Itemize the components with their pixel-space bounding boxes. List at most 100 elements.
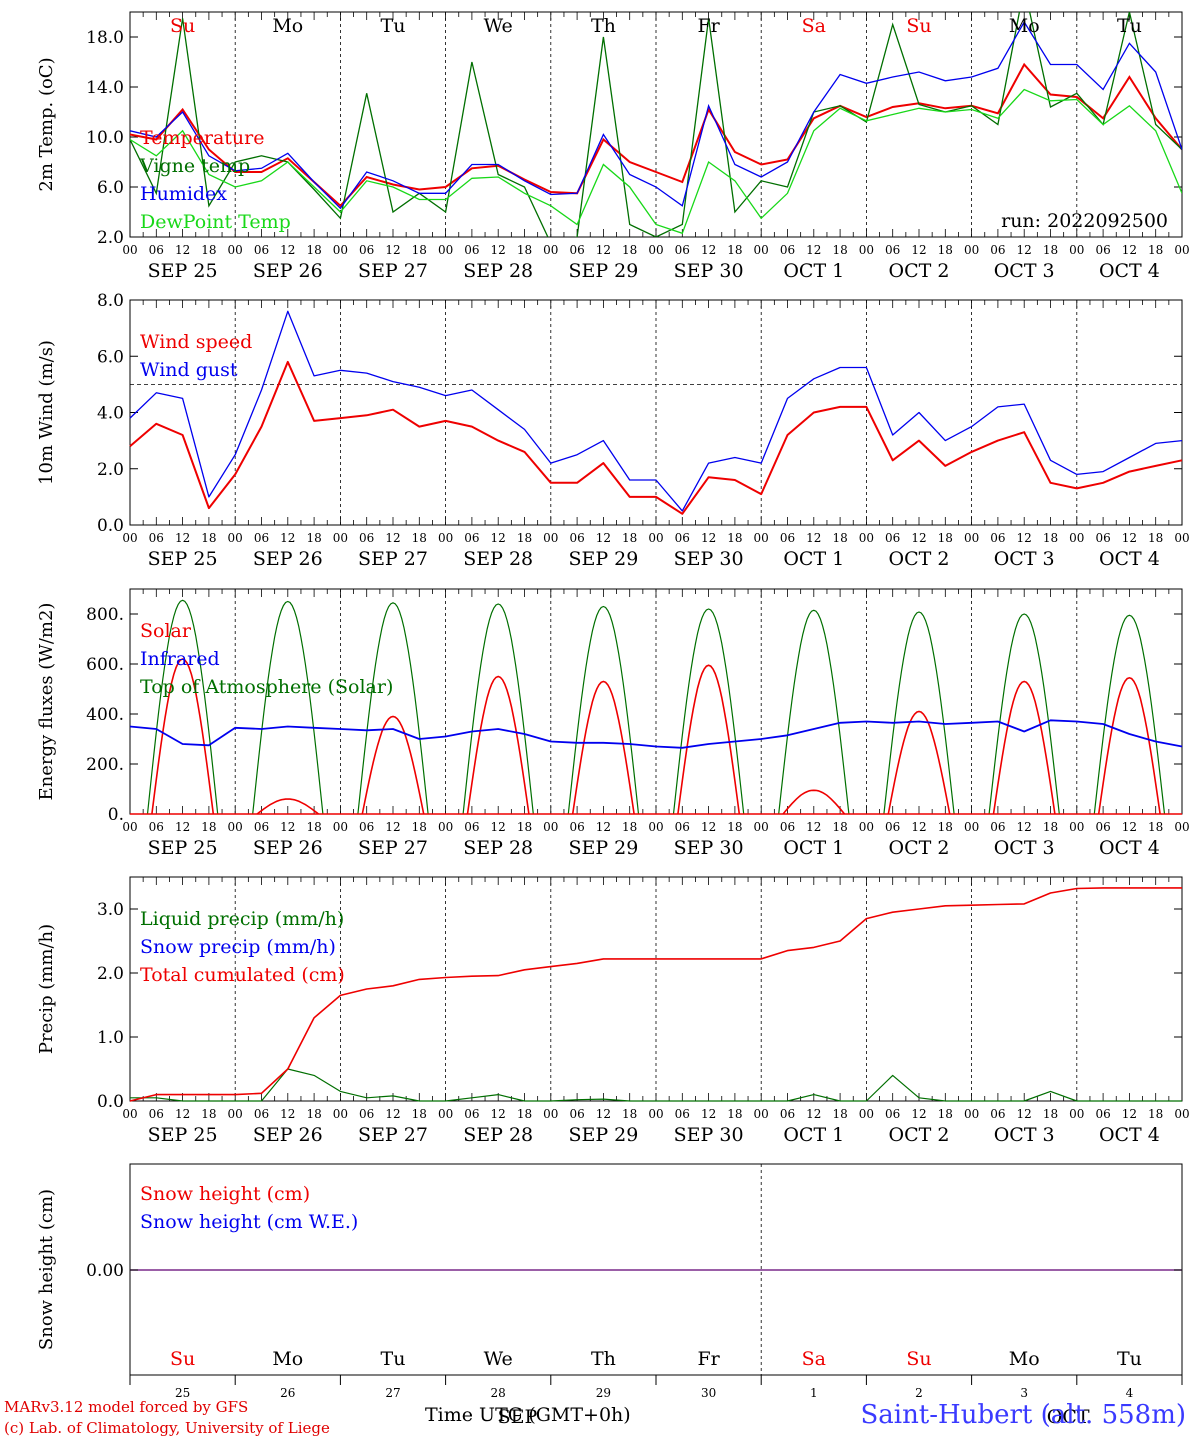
hour-tick-label: 00: [648, 243, 663, 257]
date-label: OCT 3: [994, 260, 1055, 282]
legend-entry: Top of Atmosphere (Solar): [140, 676, 393, 698]
date-label: SEP 25: [148, 260, 218, 282]
hour-tick-label: 00: [333, 531, 348, 545]
y-tick-label: 0.00: [86, 1261, 124, 1281]
y-tick-label: 2.0: [97, 228, 124, 248]
hour-tick-label: 12: [596, 243, 611, 257]
day-name-label: We: [484, 15, 513, 37]
date-label: SEP 27: [358, 548, 428, 570]
date-label: SEP 28: [463, 837, 533, 859]
day-name-label: Th: [591, 1348, 616, 1370]
hour-tick-label: 18: [517, 531, 532, 545]
date-label: OCT 2: [889, 548, 950, 570]
hour-tick-label: 00: [543, 1107, 558, 1121]
hour-tick-label: 12: [911, 531, 926, 545]
toa-solar-curve: [1093, 614, 1166, 815]
hour-tick-label: 18: [306, 531, 321, 545]
hour-tick-label: 12: [1017, 531, 1032, 545]
hour-tick-label: 06: [254, 243, 269, 257]
hour-tick-label: 18: [412, 531, 427, 545]
day-name-label: Su: [906, 1348, 931, 1370]
legend-entry: Wind speed: [140, 331, 252, 353]
y-tick-label: 1.0: [97, 1028, 124, 1048]
hour-tick-label: 12: [385, 1107, 400, 1121]
hour-tick-label: 00: [1069, 531, 1084, 545]
hour-tick-label: 06: [1095, 531, 1110, 545]
toa-solar-curve: [252, 600, 324, 815]
date-label: SEP 26: [253, 260, 323, 282]
hour-tick-label: 00: [122, 1107, 137, 1121]
hour-tick-label: 18: [727, 531, 742, 545]
hour-tick-label: 00: [1174, 531, 1189, 545]
date-label: OCT 2: [889, 260, 950, 282]
hour-tick-label: 12: [1122, 1107, 1137, 1121]
day-name-label: Th: [591, 15, 616, 37]
legend-entry: Infrared: [140, 648, 220, 670]
hour-tick-label: 12: [911, 1107, 926, 1121]
hour-tick-label: 18: [517, 1107, 532, 1121]
hour-tick-label: 06: [254, 820, 269, 834]
date-label: OCT 3: [994, 1124, 1055, 1146]
y-tick-label: 0.0: [97, 1092, 124, 1112]
solar-curve: [782, 789, 846, 815]
y-tick-label: 2.0: [97, 460, 124, 480]
hour-tick-label: 06: [990, 243, 1005, 257]
hour-tick-label: 18: [1148, 531, 1163, 545]
hour-tick-label: 12: [491, 820, 506, 834]
series-line-total-cumulated: [129, 887, 1182, 1102]
legend-entry: Snow precip (mm/h): [140, 936, 336, 958]
day-number-label: 25: [175, 1386, 190, 1400]
y-axis-label-snow: Snow height (cm): [36, 1189, 57, 1350]
hour-tick-label: 00: [122, 243, 137, 257]
day-name-label: Mo: [1009, 1348, 1040, 1370]
hour-tick-label: 06: [359, 820, 374, 834]
hour-tick-label: 12: [385, 243, 400, 257]
hour-tick-label: 18: [1148, 243, 1163, 257]
hour-tick-label: 06: [990, 820, 1005, 834]
y-tick-label: 800.: [86, 605, 124, 625]
date-label: SEP 28: [463, 1124, 533, 1146]
series-line-wind-speed: [129, 360, 1183, 515]
date-label: OCT 1: [783, 837, 844, 859]
hour-tick-label: 18: [938, 1107, 953, 1121]
date-label: SEP 29: [568, 1124, 638, 1146]
hour-tick-label: 18: [622, 1107, 637, 1121]
hour-tick-label: 00: [228, 820, 243, 834]
hour-tick-label: 18: [1043, 531, 1058, 545]
hour-tick-label: 12: [701, 531, 716, 545]
hour-tick-label: 18: [1148, 1107, 1163, 1121]
y-tick-label: 0.0: [97, 516, 124, 536]
date-label: SEP 27: [358, 837, 428, 859]
series-line-dewpoint-temp: [130, 88, 1182, 235]
hour-tick-label: 12: [806, 820, 821, 834]
hour-tick-label: 18: [517, 820, 532, 834]
hour-tick-label: 18: [412, 243, 427, 257]
run-label: run: 2022092500: [1001, 210, 1168, 232]
hour-tick-label: 00: [754, 243, 769, 257]
hour-tick-label: 12: [596, 820, 611, 834]
toa-solar-curve: [357, 602, 429, 815]
hour-tick-label: 00: [543, 243, 558, 257]
date-label: SEP 29: [568, 837, 638, 859]
hour-tick-label: 18: [727, 1107, 742, 1121]
hour-tick-label: 12: [806, 531, 821, 545]
y-tick-label: 6.0: [97, 347, 124, 367]
date-label: SEP 30: [674, 260, 744, 282]
hour-tick-label: 12: [175, 243, 190, 257]
hour-tick-label: 18: [201, 243, 216, 257]
hour-tick-label: 12: [701, 243, 716, 257]
hour-tick-label: 06: [359, 531, 374, 545]
y-tick-label: 3.0: [97, 900, 124, 920]
hour-tick-label: 12: [175, 820, 190, 834]
hour-tick-label: 12: [385, 820, 400, 834]
date-label: SEP 27: [358, 1124, 428, 1146]
day-name-label: Su: [906, 15, 931, 37]
series-line-infrared: [129, 719, 1183, 749]
hour-tick-label: 06: [885, 1107, 900, 1121]
y-tick-label: 8.0: [97, 291, 124, 311]
hour-tick-label: 06: [149, 1107, 164, 1121]
hour-tick-label: 06: [569, 1107, 584, 1121]
day-name-label: Tu: [381, 15, 406, 37]
hour-tick-label: 12: [280, 820, 295, 834]
hour-tick-label: 00: [964, 820, 979, 834]
